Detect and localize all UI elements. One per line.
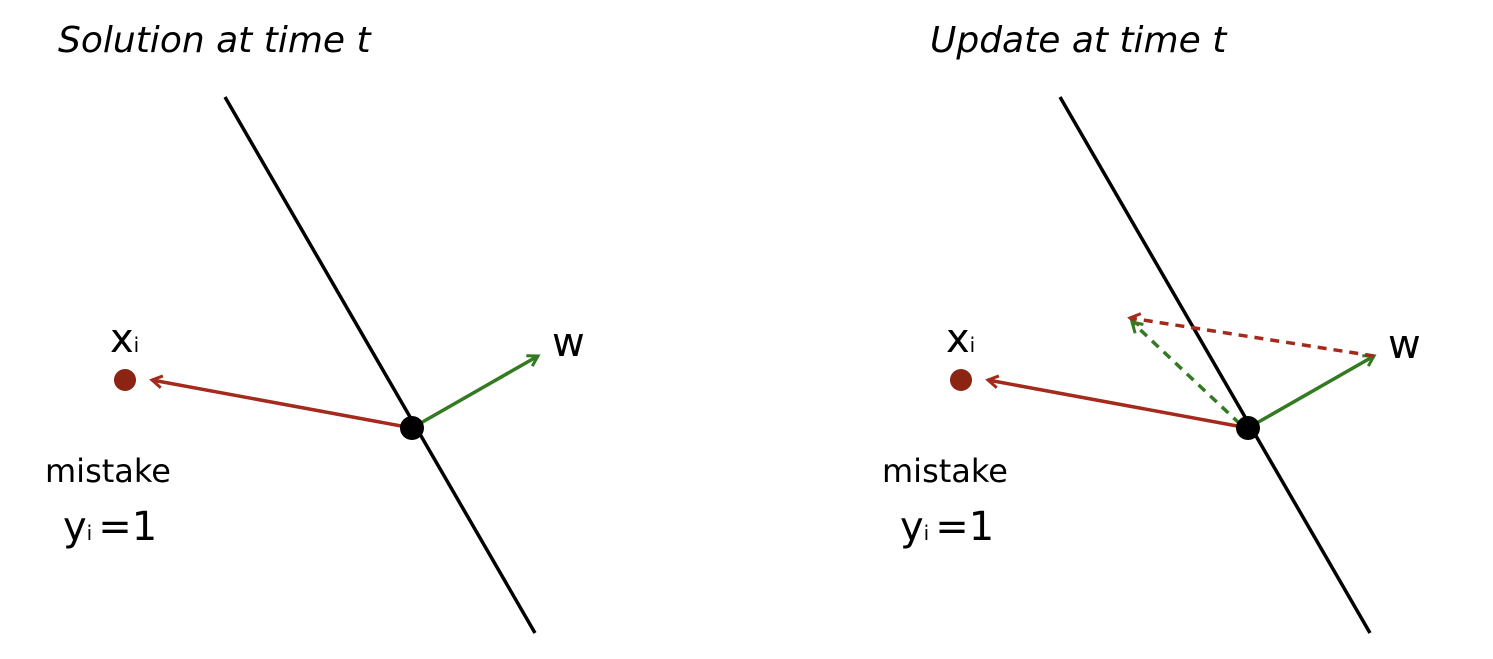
weight-vector-arrow — [1247, 354, 1377, 430]
panel-title: Update at time t — [930, 20, 1228, 61]
decision-boundary — [223, 96, 537, 634]
shifted-mistake-vector-dashed-arrow — [1127, 312, 1375, 358]
w-label: w — [552, 320, 585, 366]
weight-vector-arrow — [411, 354, 541, 430]
mistake-vector-arrow — [985, 374, 1249, 430]
mistake-vector-arrow — [149, 374, 413, 430]
mistake-label: mistake — [882, 452, 1008, 490]
panel-solution: Solution at time t xi w mistake yi =1 — [45, 20, 585, 634]
mistake-label: mistake — [45, 452, 171, 490]
panel-update: Update at time t xi w mistake yi =1 — [882, 20, 1421, 634]
data-point-xi — [950, 369, 972, 391]
origin-point — [1236, 416, 1260, 440]
xi-label: xi — [110, 316, 139, 362]
panel-title: Solution at time t — [58, 20, 372, 61]
yi-equation: yi =1 — [63, 504, 157, 550]
decision-boundary — [1058, 96, 1372, 634]
xi-label: xi — [946, 316, 975, 362]
origin-point — [400, 416, 424, 440]
yi-equation: yi =1 — [900, 504, 994, 550]
w-label: w — [1388, 322, 1421, 368]
updated-weight-vector-dashed-arrow — [1129, 319, 1242, 426]
data-point-xi — [114, 369, 136, 391]
